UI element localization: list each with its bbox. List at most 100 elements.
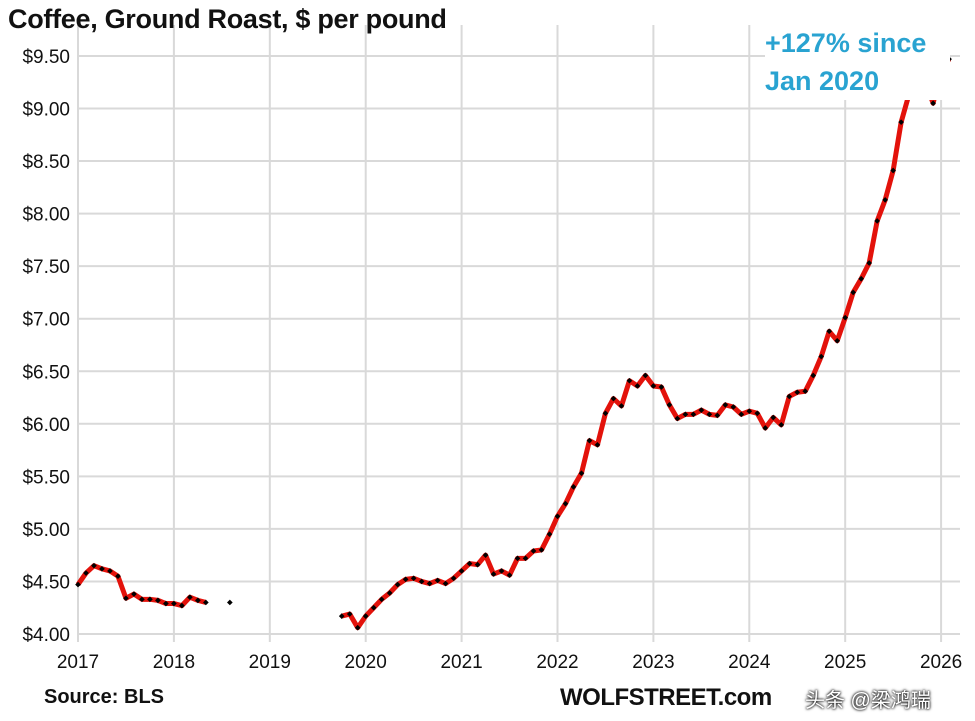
x-axis-ticks: 2017 2018 2019 2020 2021 2022 2023 2024 2025 2026 [57, 652, 962, 673]
data-point [107, 568, 113, 574]
x-tick-label: 2017 [57, 652, 99, 673]
data-point [195, 597, 201, 604]
data-point [930, 100, 936, 107]
y-tick-label: $4.00 [22, 625, 70, 646]
watermark: 头条 @梁鸿瑞 [805, 690, 931, 712]
data-point [394, 581, 401, 588]
data-point [402, 576, 409, 583]
data-point [530, 548, 537, 554]
x-tick-label: 2022 [536, 652, 578, 673]
data-point [187, 594, 193, 601]
source-label: Source: BLS [44, 686, 165, 708]
data-point [890, 167, 896, 174]
data-point [99, 566, 105, 572]
data-point [898, 119, 904, 125]
y-tick-label: $5.00 [22, 520, 70, 541]
data-point [730, 404, 737, 410]
annotation-line-2: Jan 2020 [765, 66, 880, 96]
data-point [770, 414, 777, 421]
data-point [482, 552, 489, 559]
data-point [538, 547, 545, 553]
data-point [826, 328, 833, 335]
data-point [123, 595, 129, 602]
data-point [91, 562, 97, 569]
data-point [610, 395, 617, 402]
data-point [578, 470, 585, 477]
data-point [378, 596, 385, 603]
data-point [171, 600, 177, 607]
data-point [874, 218, 880, 224]
y-tick-label: $7.50 [22, 257, 70, 278]
data-point [762, 425, 769, 431]
data-point [458, 568, 465, 574]
data-point [602, 410, 609, 417]
data-point [594, 441, 601, 448]
data-point [746, 408, 753, 415]
data-point [362, 613, 369, 619]
data-point [754, 410, 761, 417]
data-point [882, 197, 888, 203]
data-point [346, 611, 353, 617]
data-point [626, 377, 633, 384]
data-point [498, 568, 505, 574]
y-tick-label: $8.50 [22, 152, 70, 173]
data-point [634, 383, 641, 389]
data-point [147, 596, 153, 603]
data-point [490, 571, 497, 577]
data-point [850, 289, 857, 296]
y-tick-label: $9.00 [22, 100, 70, 121]
data-point [131, 591, 137, 597]
data-point [338, 613, 345, 619]
y-tick-label: $5.50 [22, 467, 70, 488]
data-point [810, 372, 817, 379]
annotation-line-1: +127% since [765, 28, 927, 58]
chart-title: Coffee, Ground Roast, $ per pound [8, 4, 447, 34]
x-tick-label: 2026 [920, 652, 962, 673]
y-axis-ticks: $4.00 $4.50 $5.00 $5.50 $6.00 $6.50 $7.00 $7.50… [22, 47, 70, 646]
x-tick-label: 2025 [824, 652, 866, 673]
data-point [842, 314, 849, 321]
y-tick-label: $7.00 [22, 310, 70, 331]
data-point [586, 437, 593, 444]
data-point [506, 572, 513, 578]
x-tick-label: 2018 [153, 652, 195, 673]
brand-logo: WOLFSTREET.com [560, 684, 772, 711]
data-point [802, 388, 809, 395]
y-tick-label: $4.50 [22, 572, 70, 593]
data-point [658, 384, 665, 390]
annotation-callout: +127% since Jan 2020 [765, 24, 950, 100]
data-point [434, 577, 441, 584]
data-point [562, 500, 569, 507]
data-point [179, 602, 185, 609]
data-point [474, 561, 481, 568]
data-point [794, 389, 801, 396]
data-point [666, 402, 673, 408]
data-point [203, 599, 209, 606]
data-point [682, 411, 689, 418]
x-tick-label: 2023 [632, 652, 674, 673]
data-point [466, 560, 473, 567]
data-point [75, 581, 81, 588]
series-coffee-price [75, 56, 952, 631]
y-tick-label: $6.50 [22, 362, 70, 383]
x-tick-label: 2020 [345, 652, 387, 673]
data-point [522, 555, 529, 562]
data-point [410, 575, 417, 582]
data-point [858, 275, 865, 282]
data-point [386, 590, 393, 596]
x-tick-label: 2024 [728, 652, 771, 673]
data-point [115, 573, 121, 580]
data-point [866, 260, 873, 266]
y-tick-label: $6.00 [22, 415, 70, 436]
data-point [155, 597, 161, 604]
data-point [570, 484, 577, 490]
data-point [83, 570, 89, 576]
x-tick-label: 2021 [440, 652, 482, 673]
data-point [834, 337, 841, 344]
data-point [698, 407, 705, 413]
data-point [818, 353, 825, 360]
y-tick-label: $9.50 [22, 47, 70, 68]
data-point [370, 604, 377, 611]
data-point [786, 393, 793, 400]
